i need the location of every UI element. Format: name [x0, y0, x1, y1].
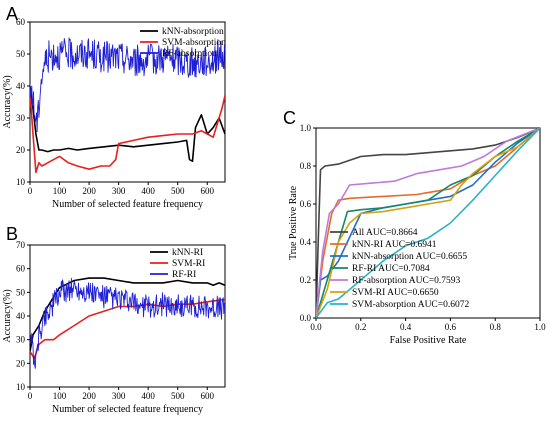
x-tick-label: 100 [53, 391, 67, 401]
y-tick-label: 10 [16, 382, 26, 392]
x-tick-label: 100 [53, 186, 67, 196]
x-tick-label: 0.2 [355, 322, 366, 332]
y-axis-label: Accuracy(%) [2, 289, 13, 342]
series-line [316, 128, 540, 318]
legend-label: SVM-absorption AUC=0.6072 [352, 300, 470, 310]
series-line [30, 37, 225, 133]
y-tick-label: 0.4 [300, 237, 312, 247]
y-tick-label: 20 [16, 145, 26, 155]
y-axis-label: True Positive Rate [288, 185, 299, 260]
y-tick-label: 10 [16, 177, 26, 187]
x-tick-label: 0 [28, 391, 33, 401]
legend-label: kNN-RI [172, 248, 203, 258]
panel-b: 0 100 200 300 400 500 600 10 20 30 40 50 60 70 Number … [2, 240, 226, 415]
x-tick-label: 400 [141, 186, 155, 196]
legend-label: RF-RI [172, 270, 196, 280]
y-axis-label: Accuracy(%) [2, 75, 13, 128]
x-tick-label: 0.4 [400, 322, 412, 332]
x-tick-label: 300 [112, 186, 126, 196]
y-tick-label: 70 [16, 240, 26, 250]
series-line [30, 277, 225, 352]
x-tick-label: 500 [171, 186, 185, 196]
y-tick-label: 60 [16, 264, 26, 274]
x-axis-label: False Positive Rate [390, 335, 467, 346]
y-tick-label: 0.2 [300, 275, 311, 285]
legend-label: All AUC=0.8664 [352, 228, 418, 238]
series-line [30, 277, 225, 369]
x-tick-label: 500 [171, 391, 185, 401]
x-tick-label: 300 [112, 391, 126, 401]
y-tick-label: 50 [16, 49, 26, 59]
y-tick-label: 1.0 [300, 123, 312, 133]
y-tick-label: 0.0 [300, 313, 312, 323]
legend-label: kNN-RI AUC=0.6941 [352, 240, 437, 250]
series-line [316, 128, 540, 318]
plot-frame [315, 127, 541, 319]
series-line [30, 85, 225, 162]
x-tick-label: 0 [28, 186, 33, 196]
panel-c: 0.0 0.2 0.4 0.6 0.8 1.0 0.0 0.2 0.4 0.6 0.8 1.0 Fals… [288, 123, 546, 346]
x-tick-label: 0.0 [310, 322, 322, 332]
x-tick-label: 0.6 [445, 322, 457, 332]
y-tick-label: 0.6 [300, 199, 312, 209]
y-tick-label: 30 [16, 113, 26, 123]
series-line [316, 128, 540, 318]
legend-label: RF-absorption AUC=0.7593 [352, 276, 461, 286]
legend-label: kNN-absorption [162, 27, 224, 37]
panel-a: 0 100 200 300 400 500 600 10 20 30 40 50 60 Number of… [2, 17, 226, 210]
y-tick-label: 40 [16, 81, 26, 91]
y-tick-label: 50 [16, 287, 26, 297]
panel-letter-a: A [6, 4, 18, 24]
y-tick-label: 60 [16, 17, 26, 27]
x-tick-label: 200 [82, 391, 96, 401]
x-tick-label: 600 [201, 391, 215, 401]
y-tick-label: 0.8 [300, 161, 312, 171]
series-line [316, 128, 540, 318]
legend-label: RF-RI AUC=0.7084 [352, 264, 430, 274]
panel-letter-c: C [283, 108, 296, 128]
legend-label: kNN-absorption AUC=0.6655 [352, 252, 467, 262]
x-axis-label: Number of selected feature frequency [52, 404, 203, 415]
y-tick-label: 20 [16, 358, 26, 368]
x-tick-label: 600 [201, 186, 215, 196]
legend-label: RF-absorption [162, 49, 217, 59]
series-line [30, 92, 225, 174]
panel-letter-b: B [6, 224, 18, 244]
x-axis-label: Number of selected feature frequency [52, 199, 203, 210]
legend-label: SVM-RI AUC=0.6650 [352, 288, 439, 298]
x-tick-label: 400 [141, 391, 155, 401]
legend-label: SVM-absorption [162, 38, 226, 48]
y-tick-label: 40 [16, 311, 26, 321]
y-tick-label: 30 [16, 335, 26, 345]
x-tick-label: 1.0 [534, 322, 546, 332]
x-tick-label: 200 [82, 186, 96, 196]
series-line [316, 128, 540, 318]
legend-label: SVM-RI [172, 259, 205, 269]
x-tick-label: 0.8 [490, 322, 502, 332]
